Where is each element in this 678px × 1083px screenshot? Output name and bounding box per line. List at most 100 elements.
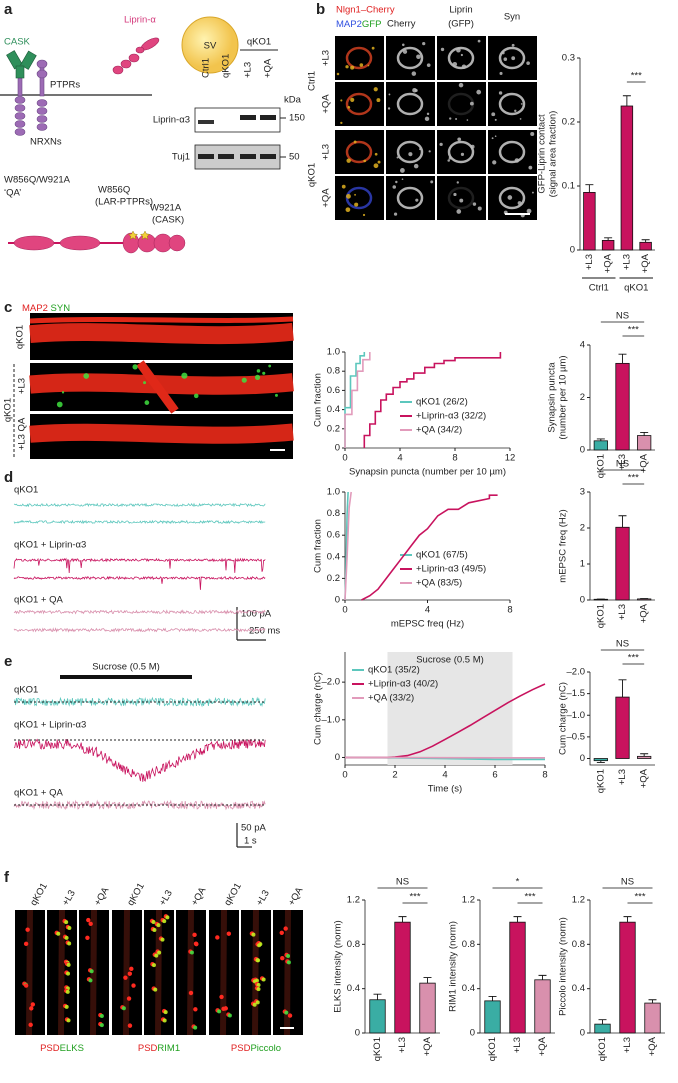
lane-label: +L3 xyxy=(243,62,254,78)
label: NRXNs xyxy=(30,137,62,148)
signal xyxy=(340,99,343,102)
bar xyxy=(615,362,630,451)
punctum xyxy=(127,1023,133,1028)
trace xyxy=(13,502,266,508)
x-tick-label: 2 xyxy=(392,770,397,781)
stimulus-label: Sucrose (0.5 M) xyxy=(92,662,160,673)
bar xyxy=(419,982,436,1034)
band xyxy=(218,154,234,159)
x-tick-label: qKO1 xyxy=(372,1037,383,1061)
bar xyxy=(637,435,652,451)
signal xyxy=(416,54,421,60)
cell xyxy=(447,46,475,70)
signal xyxy=(499,71,503,75)
column-label: +QA xyxy=(286,885,305,908)
bar xyxy=(594,1023,611,1034)
bar xyxy=(639,241,652,251)
scale-label: 1 s xyxy=(244,836,257,847)
punctum xyxy=(261,977,266,982)
label: (CASK) xyxy=(152,215,184,226)
signal xyxy=(440,47,445,52)
x-tick-label: +QA xyxy=(639,453,650,473)
bar xyxy=(615,526,630,601)
y-tick-label: 0.2 xyxy=(562,117,575,128)
significance-label: * xyxy=(516,877,520,888)
shade-label: Sucrose (0.5 M) xyxy=(416,655,484,666)
x-tick-label: 4 xyxy=(442,770,447,781)
x-tick-label: qKO1 xyxy=(595,769,606,793)
x-tick-label: 4 xyxy=(397,453,402,464)
signal xyxy=(449,117,452,120)
cell xyxy=(498,46,526,70)
signal xyxy=(494,135,497,138)
x-axis-label: Synapsin puncta (number per 10 µm) xyxy=(349,467,506,478)
punctum xyxy=(23,941,29,947)
header: Liprin xyxy=(449,5,472,16)
axon xyxy=(220,909,227,1036)
label: (LAR-PTPRs) xyxy=(95,197,153,208)
punctum xyxy=(29,1006,34,1011)
y-tick-label: 0.2 xyxy=(327,573,340,584)
signal xyxy=(341,184,346,189)
signal xyxy=(354,193,356,196)
signal xyxy=(393,212,398,216)
header: (GFP) xyxy=(448,19,474,30)
error-bar xyxy=(640,431,649,436)
signal xyxy=(193,393,199,399)
bar xyxy=(620,105,634,251)
header: MAP2GFP xyxy=(336,19,381,30)
signal xyxy=(447,159,450,162)
schematic xyxy=(0,16,286,254)
series-line xyxy=(361,494,498,601)
punctum xyxy=(30,1002,36,1007)
y-tick-label: 0.8 xyxy=(327,508,340,519)
y-tick-label: 0 xyxy=(580,595,585,606)
y-tick-label: 0 xyxy=(355,1028,360,1039)
significance-label: NS xyxy=(621,877,634,888)
micrograph xyxy=(437,82,486,126)
y-axis-label: Cum charge (nC) xyxy=(558,682,569,755)
y-tick-label: –2.0 xyxy=(567,667,586,678)
y-tick-label: 0.3 xyxy=(562,53,575,64)
cell xyxy=(396,140,424,164)
bar xyxy=(394,921,411,1034)
signal xyxy=(460,152,465,156)
column-label: qKO1 xyxy=(28,881,50,908)
error-bar xyxy=(596,438,605,441)
error-bar xyxy=(648,999,657,1004)
x-tick-label: +QA xyxy=(640,253,651,273)
error-bar xyxy=(488,995,497,1001)
signal xyxy=(373,163,379,169)
trace xyxy=(13,696,266,708)
y-tick-label: 2 xyxy=(580,523,585,534)
significance-label: NS xyxy=(616,639,629,650)
dendrite xyxy=(29,322,294,345)
liprin xyxy=(112,37,160,75)
punctum xyxy=(88,978,93,983)
signal xyxy=(448,156,452,160)
bar xyxy=(601,239,615,251)
punctum xyxy=(64,1004,69,1009)
label: W856Q/W921A xyxy=(4,175,71,186)
micrograph xyxy=(335,36,384,80)
x-tick-label: 0 xyxy=(342,453,347,464)
row-label: +QA xyxy=(321,188,332,208)
error-bar xyxy=(618,515,627,528)
trace xyxy=(13,557,266,574)
error-bar xyxy=(398,916,407,923)
punctum xyxy=(67,941,72,946)
y-tick-label: 0 xyxy=(335,443,340,454)
signal xyxy=(374,152,378,156)
y-tick-label: 1 xyxy=(580,559,585,570)
punctum xyxy=(65,989,70,994)
dendrite xyxy=(136,360,179,414)
stain: ELKS xyxy=(60,1043,84,1054)
axon xyxy=(26,909,33,1036)
signal xyxy=(456,47,461,53)
punctum xyxy=(163,1010,168,1015)
punctum xyxy=(126,996,132,1001)
y-axis-label: RIM1 intensity (norm) xyxy=(448,921,459,1012)
y-tick-label: 0 xyxy=(335,752,340,763)
cell xyxy=(345,46,373,70)
y-tick-label: –2.0 xyxy=(322,677,341,688)
